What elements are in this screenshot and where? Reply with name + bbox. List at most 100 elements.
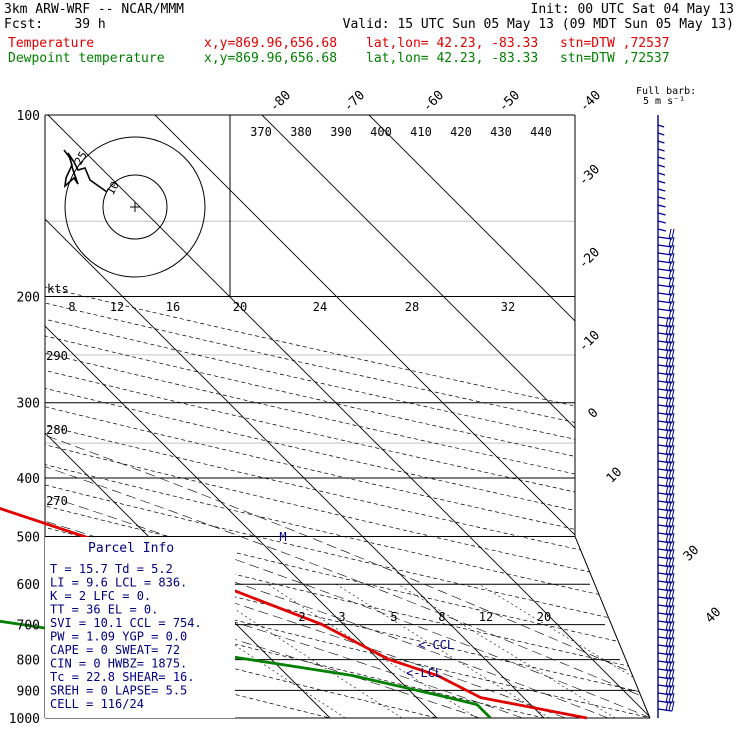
wind-barbs: [657, 115, 675, 718]
wind-barb-flag: [671, 428, 675, 440]
wind-barb-flag: [668, 396, 672, 408]
wind-barb-flag: [668, 260, 672, 272]
wind-barb-flag: [668, 500, 672, 512]
wind-barb-shaft: [657, 396, 673, 400]
wind-barb-shaft: [657, 364, 673, 368]
pressure-label: 200: [17, 291, 40, 306]
dry-adiabat: [45, 139, 600, 718]
wind-barb-flag: [665, 476, 669, 488]
wind-barb-flag: [668, 412, 672, 424]
wind-barb-flag: [671, 460, 675, 472]
ccl-marker: <-CCL: [418, 638, 454, 652]
wind-barb-flag: [668, 484, 672, 496]
wind-barb-shaft: [657, 532, 673, 536]
wind-barb-flag: [668, 460, 672, 472]
wind-barb-flag: [668, 244, 672, 256]
wind-barb-flag: [665, 404, 669, 416]
wind-barb-flag: [665, 620, 669, 632]
wind-barb-flag: [668, 588, 672, 600]
wind-barb-flag: [668, 428, 672, 440]
wind-barb-shaft: [657, 212, 666, 216]
temp-latlon: lat,lon= 42.23, -83.33: [366, 36, 539, 51]
wind-barb-flag: [665, 636, 669, 648]
wind-barb-flag: [665, 316, 669, 328]
wind-barb-flag: [668, 252, 672, 264]
isotherm-label: 10: [604, 465, 626, 487]
wind-barb-shaft: [657, 580, 673, 584]
wind-barb-shaft: [657, 124, 665, 128]
parcel-info-row: SVI = 10.1 CCL = 754.: [50, 616, 202, 630]
wind-barb-flag: [665, 444, 669, 456]
wind-barb-flag: [671, 540, 675, 552]
wind-barb-flag: [665, 460, 669, 472]
wind-barb-flag: [671, 692, 675, 704]
wind-barb-shaft: [657, 652, 673, 656]
wind-barb-shaft: [657, 284, 673, 288]
wind-barb-flag: [671, 252, 675, 264]
parcel-info-row: Tc = 22.8 SHEAR= 16.: [50, 670, 195, 684]
pressure-label: 900: [17, 684, 40, 699]
theta-e-label: 400: [370, 125, 392, 139]
wind-barb-flag: [671, 548, 675, 560]
wind-barb-shaft: [657, 388, 673, 392]
wind-barb-flag: [665, 548, 669, 560]
wind-barb-shaft: [657, 228, 667, 232]
wind-barb-shaft: [657, 148, 665, 152]
wind-barb-shaft: [657, 644, 673, 648]
wind-barb-flag: [665, 324, 669, 336]
parcel-info-row: SREH = 0 LAPSE= 5.5: [50, 684, 187, 698]
wind-barb-flag: [665, 348, 669, 360]
parcel-info-row: TT = 36 EL = 0.: [50, 603, 158, 617]
wind-barb-shaft: [657, 372, 673, 376]
dewpoint-legend: Dewpoint temperature: [8, 51, 165, 66]
valid-time: Valid: 15 UTC Sun 05 May 13 (09 MDT Sun …: [342, 17, 734, 32]
wind-barb-flag: [668, 636, 672, 648]
wind-barb-shaft: [657, 220, 666, 224]
wind-barb-flag: [668, 316, 672, 328]
wind-barb-flag: [671, 244, 675, 256]
dew-coords: x,y=869.96,656.68: [204, 51, 338, 66]
wind-barb-flag: [668, 644, 672, 656]
mixing-label-lower: 8: [438, 610, 445, 624]
mixing-label-lower: 12: [479, 610, 493, 624]
wind-barb-flag: [671, 468, 675, 480]
wind-barb-shaft: [657, 524, 673, 528]
wind-barb-shaft: [657, 340, 673, 344]
hodo-label-25: 25: [72, 149, 90, 167]
wind-barb-shaft: [657, 548, 673, 552]
wind-barb-flag: [671, 668, 675, 680]
wind-barb-flag: [671, 612, 675, 624]
wind-barb-flag: [665, 532, 669, 544]
wind-barb-shaft: [657, 132, 665, 136]
wind-barb-shaft: [657, 356, 673, 360]
wind-barb-flag: [668, 516, 672, 528]
wind-barb-flag: [665, 668, 669, 680]
dry-adiabat: [45, 139, 650, 718]
wind-barb-flag: [668, 420, 672, 432]
wind-barb-flag: [671, 508, 675, 520]
wind-barb-flag: [668, 404, 672, 416]
wind-barb-shaft: [657, 380, 673, 384]
mixing-label-lower: 2: [298, 610, 305, 624]
wind-barb-flag: [671, 228, 675, 240]
wind-barb-flag: [671, 412, 675, 424]
wind-barb-flag: [665, 396, 669, 408]
wind-barb-shaft: [657, 668, 673, 672]
mixing-label-lower: 5: [390, 610, 397, 624]
wind-barb-flag: [671, 340, 675, 352]
wind-barb-shaft: [657, 324, 673, 328]
wind-barb-flag: [671, 236, 675, 248]
wind-barb-shaft: [657, 572, 673, 576]
wind-barb-flag: [668, 372, 672, 384]
isotherm-line: [261, 115, 650, 718]
wind-barb-flag: [668, 452, 672, 464]
wind-barb-shaft: [657, 268, 673, 272]
wind-barb-flag: [668, 388, 672, 400]
wind-barb-flag: [665, 452, 669, 464]
wind-barb-flag: [668, 556, 672, 568]
wind-barb-flag: [671, 348, 675, 360]
kts-label: kts: [47, 282, 69, 296]
wind-barb-flag: [671, 572, 675, 584]
wind-barb-flag: [668, 580, 672, 592]
wind-barb-flag: [668, 468, 672, 480]
